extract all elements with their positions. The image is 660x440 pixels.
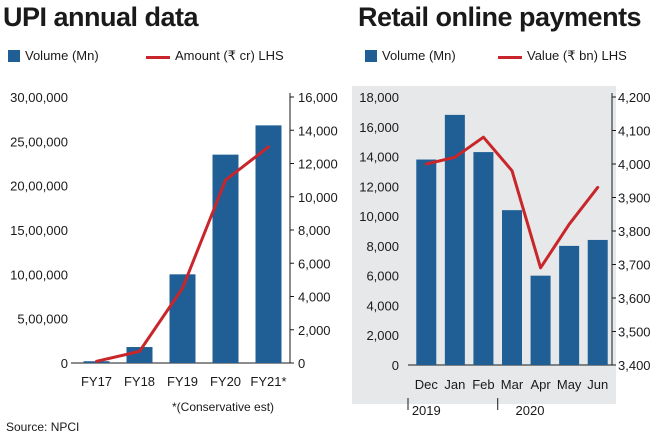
right-axis-tick-label: 6,000: [298, 256, 331, 271]
left-axis-tick-label: 10,00,000: [10, 267, 68, 282]
chart-title-upi: UPI annual data: [3, 2, 199, 32]
left-axis-tick-label: 6,000: [366, 269, 399, 284]
chart-title-retail: Retail online payments: [358, 2, 642, 32]
left-axis-tick-label: 30,00,000: [10, 90, 68, 105]
source-note: Source: NPCI: [6, 420, 80, 434]
line-point: [268, 146, 269, 148]
category-label: Apr: [530, 377, 551, 392]
line-point: [225, 179, 226, 181]
bar: [126, 347, 153, 363]
category-label: Jan: [444, 377, 465, 392]
category-label: FY17: [81, 374, 112, 389]
category-label: Mar: [501, 377, 524, 392]
left-axis-tick-label: 8,000: [366, 239, 399, 254]
category-label: FY21*: [250, 374, 286, 389]
legend-line-amount: [146, 56, 170, 59]
line-point: [568, 223, 570, 225]
year-label: 2020: [516, 403, 545, 418]
bar: [444, 114, 465, 365]
line-point: [139, 350, 140, 352]
right-axis-tick-label: 3,800: [618, 224, 651, 239]
right-axis-tick-label: 3,700: [618, 258, 651, 273]
legend-line-value: [498, 56, 522, 59]
legend-swatch-volume: [365, 50, 377, 62]
right-axis-tick-label: 8,000: [298, 223, 331, 238]
right-axis-tick-label: 4,200: [618, 90, 651, 105]
line-point: [540, 267, 542, 269]
left-axis-tick-label: 2,000: [366, 328, 399, 343]
right-axis-tick-label: 4,000: [618, 157, 651, 172]
right-axis-tick-label: 4,100: [618, 124, 651, 139]
left-axis-tick-label: 18,000: [359, 90, 399, 105]
left-axis-tick-label: 20,00,000: [10, 179, 68, 194]
right-axis-tick-label: 3,400: [618, 358, 651, 373]
left-axis-tick-label: 0: [392, 358, 399, 373]
left-axis-tick-label: 14,000: [359, 150, 399, 165]
right-axis-tick-label: 3,600: [618, 291, 651, 306]
bar: [559, 245, 580, 365]
bar: [212, 154, 239, 363]
line-point: [482, 136, 484, 138]
line-point: [511, 170, 513, 172]
bar: [416, 159, 437, 365]
right-axis-tick-label: 10,000: [298, 190, 338, 205]
year-label: 2019: [412, 403, 441, 418]
left-axis-tick-label: 10,000: [359, 209, 399, 224]
right-axis-tick-label: 0: [298, 356, 305, 371]
category-label: Dec: [415, 377, 439, 392]
bar: [502, 210, 522, 365]
right-axis-tick-label: 3,900: [618, 191, 651, 206]
left-axis-tick-label: 5,00,000: [17, 312, 68, 327]
right-axis-tick-label: 16,000: [298, 90, 338, 105]
bar: [587, 239, 608, 365]
legend-label-volume: Volume (Mn): [25, 48, 99, 63]
legend-label-value: Value (₹ bn) LHS: [527, 48, 627, 63]
line-point: [597, 186, 599, 188]
category-label: FY19: [167, 374, 198, 389]
right-axis-tick-label: 12,000: [298, 157, 338, 172]
footnote: *(Conservative est): [172, 400, 275, 414]
line-point: [182, 287, 183, 289]
bar: [473, 152, 494, 365]
bar: [530, 275, 551, 365]
left-axis-tick-label: 15,00,000: [10, 223, 68, 238]
category-label: Feb: [472, 377, 494, 392]
category-label: May: [557, 377, 582, 392]
legend-label-amount: Amount (₹ cr) LHS: [175, 48, 284, 63]
left-axis-tick-label: 4,000: [366, 298, 399, 313]
line-point: [425, 163, 427, 165]
bar: [255, 125, 282, 363]
category-label: FY18: [124, 374, 155, 389]
left-axis-tick-label: 12,000: [359, 179, 399, 194]
right-axis-tick-label: 3,500: [618, 325, 651, 340]
category-label: Jun: [587, 377, 608, 392]
left-axis-tick-label: 0: [61, 356, 68, 371]
line-point: [96, 360, 97, 362]
right-axis-tick-label: 2,000: [298, 323, 331, 338]
category-label: FY20: [210, 374, 241, 389]
line-point: [454, 156, 456, 158]
legend-swatch-volume: [8, 50, 20, 62]
right-axis-tick-label: 14,000: [298, 123, 338, 138]
left-axis-tick-label: 16,000: [359, 120, 399, 135]
legend-label-volume: Volume (Mn): [382, 48, 456, 63]
left-axis-tick-label: 25,00,000: [10, 134, 68, 149]
right-axis-tick-label: 4,000: [298, 290, 331, 305]
